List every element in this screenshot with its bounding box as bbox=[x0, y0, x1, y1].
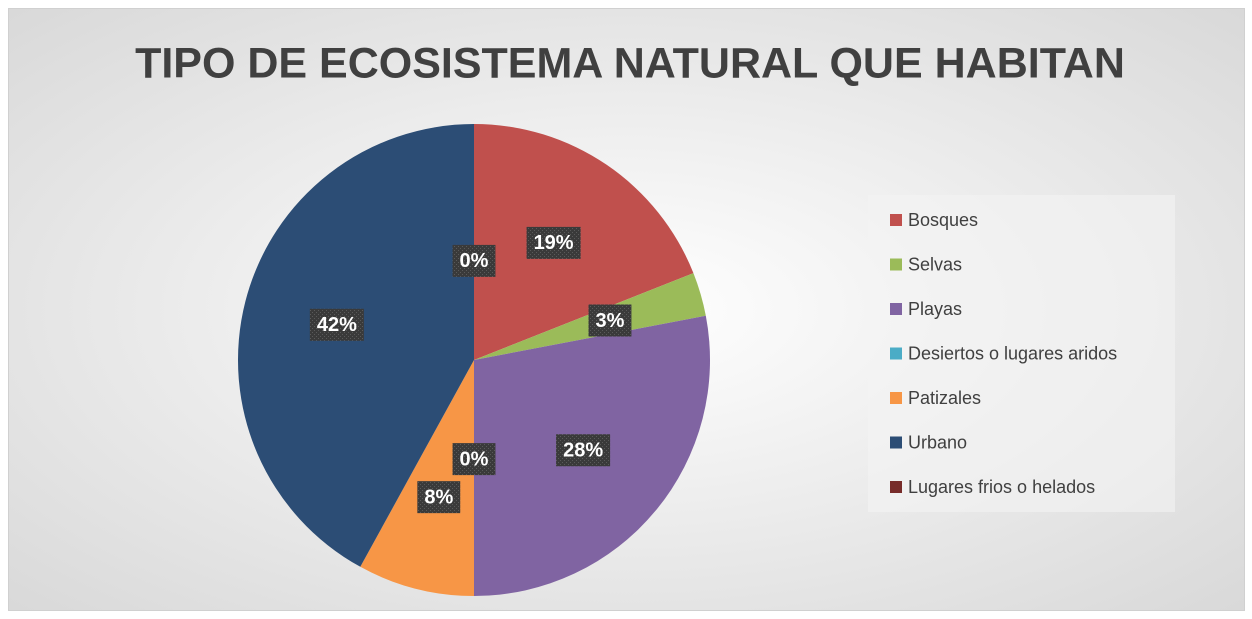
data-label: 0% bbox=[460, 250, 489, 272]
pie-slice bbox=[238, 124, 474, 567]
data-label-box bbox=[417, 481, 461, 514]
data-label: 19% bbox=[534, 232, 574, 254]
legend-swatch bbox=[890, 347, 902, 360]
data-label: 8% bbox=[424, 486, 453, 508]
legend-label: Bosques bbox=[908, 210, 978, 230]
chart-title: TIPO DE ECOSISTEMA NATURAL QUE HABITAN bbox=[135, 39, 1125, 87]
data-label-box bbox=[452, 443, 496, 476]
data-label-box bbox=[526, 226, 581, 259]
legend bbox=[868, 195, 1175, 512]
legend-swatch bbox=[890, 258, 902, 271]
data-label: 3% bbox=[596, 310, 625, 332]
data-label: 42% bbox=[317, 314, 357, 336]
legend-label: Lugares frios o helados bbox=[908, 477, 1095, 497]
data-label-box bbox=[556, 434, 611, 467]
legend-label: Patizales bbox=[908, 388, 981, 408]
legend-label: Desiertos o lugares aridos bbox=[908, 343, 1117, 363]
legend-label: Playas bbox=[908, 299, 962, 319]
legend-swatch bbox=[890, 436, 902, 449]
data-label: 0% bbox=[460, 448, 489, 470]
legend-swatch bbox=[890, 214, 902, 226]
data-label-box bbox=[309, 308, 364, 341]
legend-swatch bbox=[890, 303, 902, 315]
data-label: 28% bbox=[563, 440, 603, 462]
legend-swatch bbox=[890, 392, 902, 404]
pie-slice bbox=[474, 124, 694, 360]
data-label-box bbox=[452, 244, 496, 277]
pie-slice bbox=[360, 360, 474, 596]
data-label-box bbox=[588, 304, 632, 337]
legend-label: Selvas bbox=[908, 254, 962, 274]
legend-label: Urbano bbox=[908, 432, 967, 452]
legend-swatch bbox=[890, 481, 902, 493]
